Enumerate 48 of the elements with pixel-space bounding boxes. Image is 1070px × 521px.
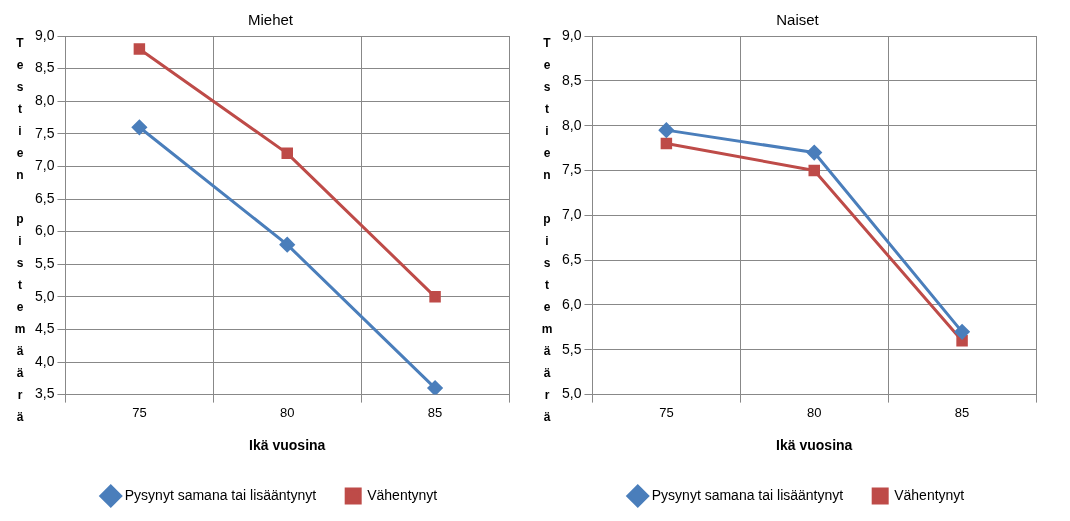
legend-label: Pysynyt samana tai lisääntynyt	[124, 486, 317, 503]
point	[954, 324, 970, 340]
y-tick-label: 7,5	[561, 161, 582, 178]
y-tick-label: 5,5	[561, 340, 582, 357]
point	[427, 380, 443, 395]
point	[133, 43, 146, 55]
x-axis-title: Ikä vuosina	[776, 437, 853, 454]
point	[131, 119, 147, 135]
y-tick-label: 8,0	[34, 92, 55, 109]
y-tick-label: 5,0	[561, 385, 582, 402]
chart-title: Miehet	[247, 11, 294, 29]
chart-title: Naiset	[776, 11, 820, 29]
x-tick-label: 85	[954, 404, 970, 420]
y-tick-label: 6,5	[34, 189, 55, 206]
y-tick-label: 6,0	[34, 222, 55, 239]
legend-label: Vähentynyt	[894, 486, 965, 503]
point	[279, 237, 295, 253]
x-tick-label: 85	[427, 404, 443, 420]
point	[281, 147, 293, 160]
y-tick-label: 3,5	[34, 385, 55, 402]
y-tick-label: 4,0	[34, 352, 55, 369]
y-tick-label: 8,5	[34, 59, 55, 76]
y-tick-label: 7,0	[34, 157, 55, 174]
y-tick-label: 4,5	[34, 320, 55, 337]
y-tick-label: 5,0	[34, 287, 55, 304]
y-tick-label: 6,0	[561, 295, 582, 312]
y-tick-label: 8,0	[561, 116, 582, 133]
point	[658, 122, 674, 138]
legend-label: Pysynyt samana tai lisääntynyt	[651, 486, 844, 503]
y-tick-label: 6,5	[561, 250, 582, 267]
x-axis-title: Ikä vuosina	[249, 437, 326, 454]
y-tick-label: 9,0	[34, 26, 55, 43]
y-tick-label: 5,5	[34, 255, 55, 272]
legend-label: Vähentynyt	[367, 486, 438, 503]
y-axis-title: Testien pistemäärä	[12, 36, 28, 432]
point	[808, 164, 820, 177]
x-tick-label: 75	[132, 404, 147, 420]
x-tick-label: 80	[280, 404, 295, 420]
x-tick-label: 75	[659, 404, 674, 420]
y-tick-label: 7,5	[34, 124, 55, 141]
point	[806, 145, 822, 161]
point	[660, 137, 673, 150]
y-tick-label: 7,0	[561, 206, 582, 223]
point	[429, 291, 441, 303]
y-axis-title: Testien pistemäärä	[539, 36, 555, 432]
y-tick-label: 8,5	[561, 71, 582, 88]
x-tick-label: 80	[807, 404, 822, 420]
y-tick-label: 9,0	[561, 26, 582, 43]
